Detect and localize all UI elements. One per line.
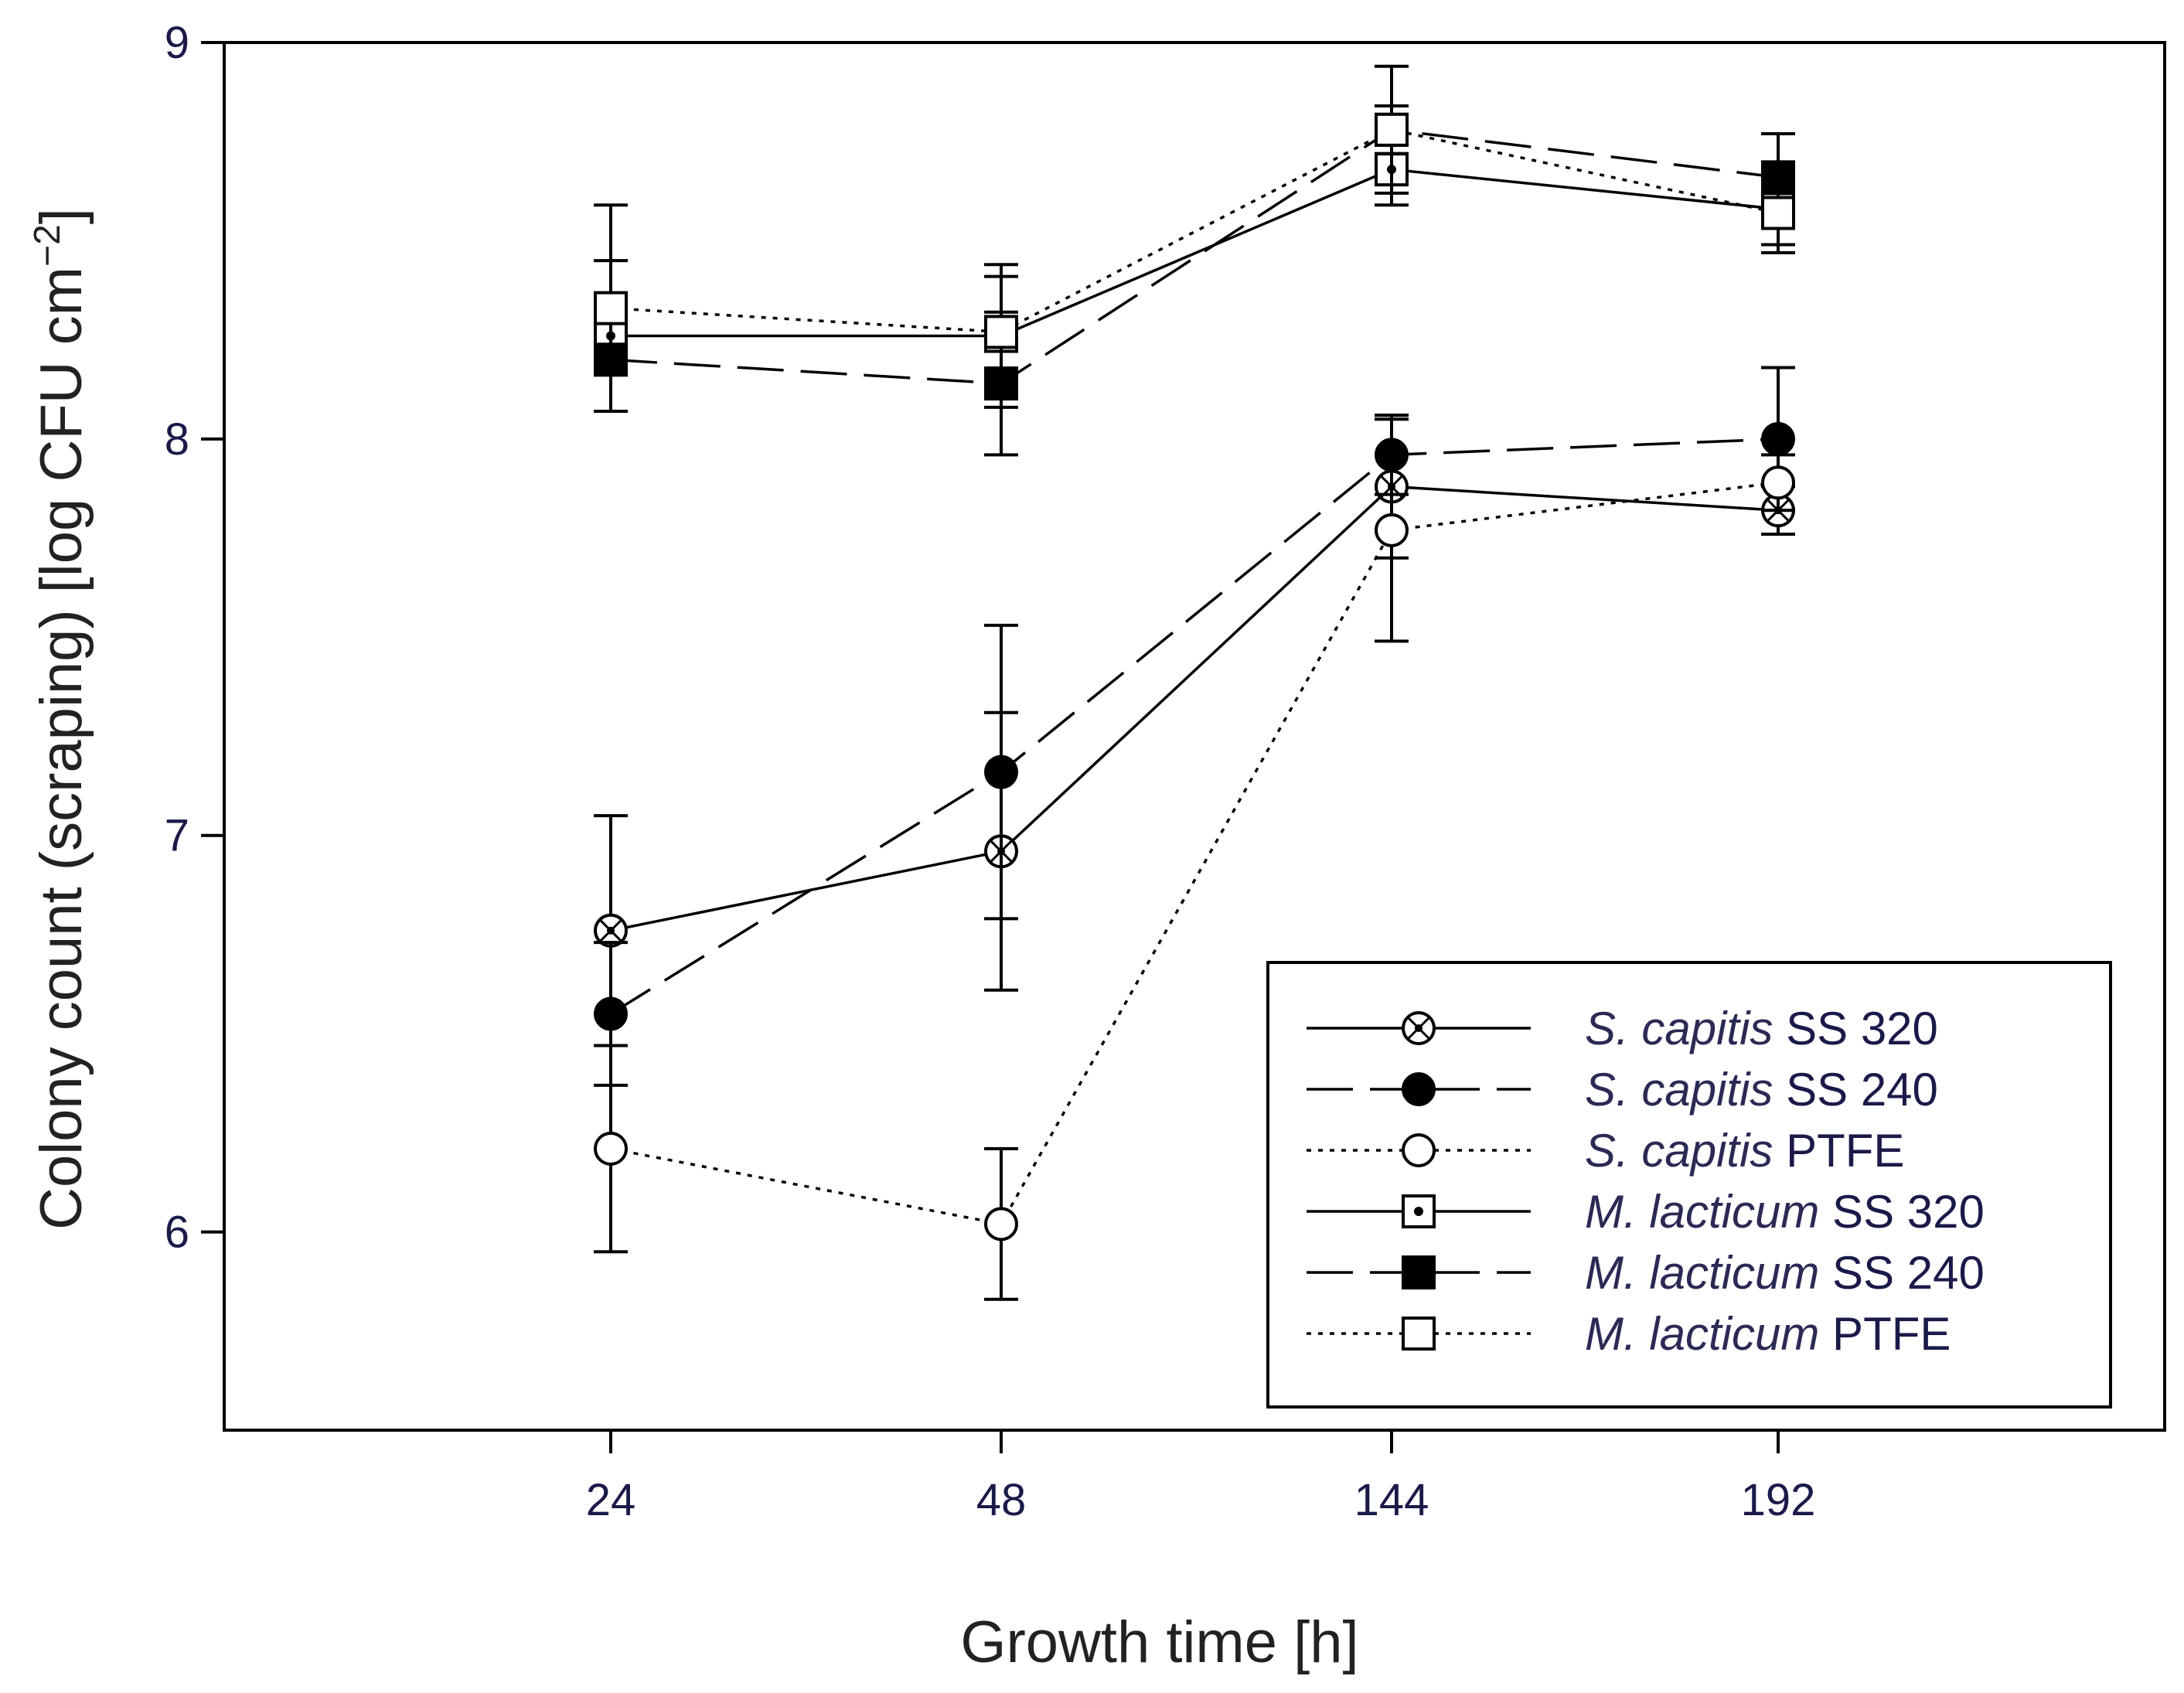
legend-label: M. lacticum SS 240 xyxy=(1585,1247,1985,1299)
marker-shape xyxy=(1761,421,1795,456)
y-axis-title-close: ] xyxy=(29,208,94,224)
legend-item: S. capitis PTFE xyxy=(1307,1125,1904,1177)
legend-marker xyxy=(1402,1194,1436,1228)
legend-species: S. capitis xyxy=(1585,1003,1773,1054)
marker-shape xyxy=(984,755,1018,789)
marker-dot xyxy=(607,926,615,935)
legend-species: M. lacticum xyxy=(1585,1186,1819,1238)
marker-shape xyxy=(1402,1255,1436,1289)
series-layer xyxy=(594,64,1795,1301)
data-point xyxy=(594,996,628,1031)
legend-marker xyxy=(1402,1011,1436,1045)
marker-shape xyxy=(1761,465,1795,500)
marker-shape xyxy=(594,1131,628,1166)
legend-label: S. capitis SS 240 xyxy=(1585,1064,1938,1116)
legend-surface: SS 320 xyxy=(1773,1003,1938,1054)
y-axis-title-main: Colony count (scraping) [log CFU cm xyxy=(29,267,94,1230)
series-line xyxy=(610,481,1779,1226)
legend-surface: SS 320 xyxy=(1819,1186,1985,1238)
marker-shape xyxy=(594,996,628,1031)
legend-label: M. lacticum SS 320 xyxy=(1585,1186,1985,1238)
x-axis: 24 48 144 192 xyxy=(586,1430,1816,1525)
legend-marker xyxy=(1402,1255,1436,1289)
x-tick-label: 144 xyxy=(1354,1475,1429,1525)
legend-species: S. capitis xyxy=(1585,1125,1773,1177)
x-axis-title: Growth time [h] xyxy=(960,1610,1358,1675)
legend-species: S. capitis xyxy=(1585,1064,1773,1116)
y-tick-label: 6 xyxy=(165,1208,189,1258)
legend-label: S. capitis PTFE xyxy=(1585,1125,1904,1177)
legend-item: S. capitis SS 320 xyxy=(1307,1003,1938,1054)
data-point xyxy=(1761,196,1795,230)
x-tick-label: 24 xyxy=(586,1475,636,1525)
data-point xyxy=(1761,465,1795,500)
data-point xyxy=(1761,421,1795,456)
marker-shape xyxy=(1375,112,1409,147)
marker-shape xyxy=(984,315,1018,349)
series-line xyxy=(610,128,1779,385)
marker-shape xyxy=(594,291,628,325)
legend-species: M. lacticum xyxy=(1585,1247,1819,1299)
marker-shape xyxy=(1402,1194,1436,1228)
data-point xyxy=(594,291,628,325)
x-tick-label: 192 xyxy=(1741,1475,1816,1525)
legend-surface: SS 240 xyxy=(1773,1064,1938,1116)
marker-shape xyxy=(1375,513,1409,547)
marker-shape xyxy=(1402,1133,1436,1167)
legend-surface: SS 240 xyxy=(1819,1247,1985,1299)
y-axis-title-exponent: −2 xyxy=(27,224,68,267)
legend-item: M. lacticum SS 320 xyxy=(1307,1186,1985,1238)
y-tick-label: 9 xyxy=(165,18,189,68)
marker-dot xyxy=(1414,1207,1423,1216)
marker-dot xyxy=(1415,1024,1422,1032)
data-point xyxy=(984,755,1018,789)
marker-shape xyxy=(984,1207,1018,1242)
marker-shape xyxy=(1402,1317,1436,1351)
y-tick-label: 7 xyxy=(165,811,189,861)
data-point xyxy=(984,315,1018,349)
legend-marker xyxy=(1402,1072,1436,1106)
legend-marker xyxy=(1402,1317,1436,1351)
data-point xyxy=(594,1131,628,1166)
legend-label: M. lacticum PTFE xyxy=(1585,1308,1951,1360)
legend-item: M. lacticum PTFE xyxy=(1307,1308,1951,1360)
series-line xyxy=(611,168,1779,338)
series-line xyxy=(610,438,1779,1015)
legend-item: S. capitis SS 240 xyxy=(1307,1064,1938,1116)
y-axis: 6 7 8 9 xyxy=(165,18,224,1258)
marker-shape xyxy=(1761,196,1795,230)
plot-frame xyxy=(223,41,2166,1432)
legend-surface: PTFE xyxy=(1773,1125,1904,1177)
data-point xyxy=(984,1207,1018,1242)
series-3 xyxy=(594,417,1795,1301)
legend-item: M. lacticum SS 240 xyxy=(1307,1247,1985,1299)
x-tick-label: 48 xyxy=(976,1475,1027,1525)
series-6 xyxy=(594,64,1795,413)
legend-species: M. lacticum xyxy=(1585,1308,1819,1360)
data-point xyxy=(1375,112,1409,147)
plot-border xyxy=(223,41,2166,1432)
legend-label: S. capitis SS 320 xyxy=(1585,1003,1938,1054)
y-axis-title: Colony count (scraping) [log CFU cm−2] xyxy=(27,208,94,1230)
marker-shape xyxy=(1402,1072,1436,1106)
legend-marker xyxy=(1402,1133,1436,1167)
y-tick-label: 8 xyxy=(165,414,189,465)
legend-surface: PTFE xyxy=(1819,1308,1951,1360)
series-line xyxy=(610,485,1779,932)
data-point xyxy=(1375,513,1409,547)
